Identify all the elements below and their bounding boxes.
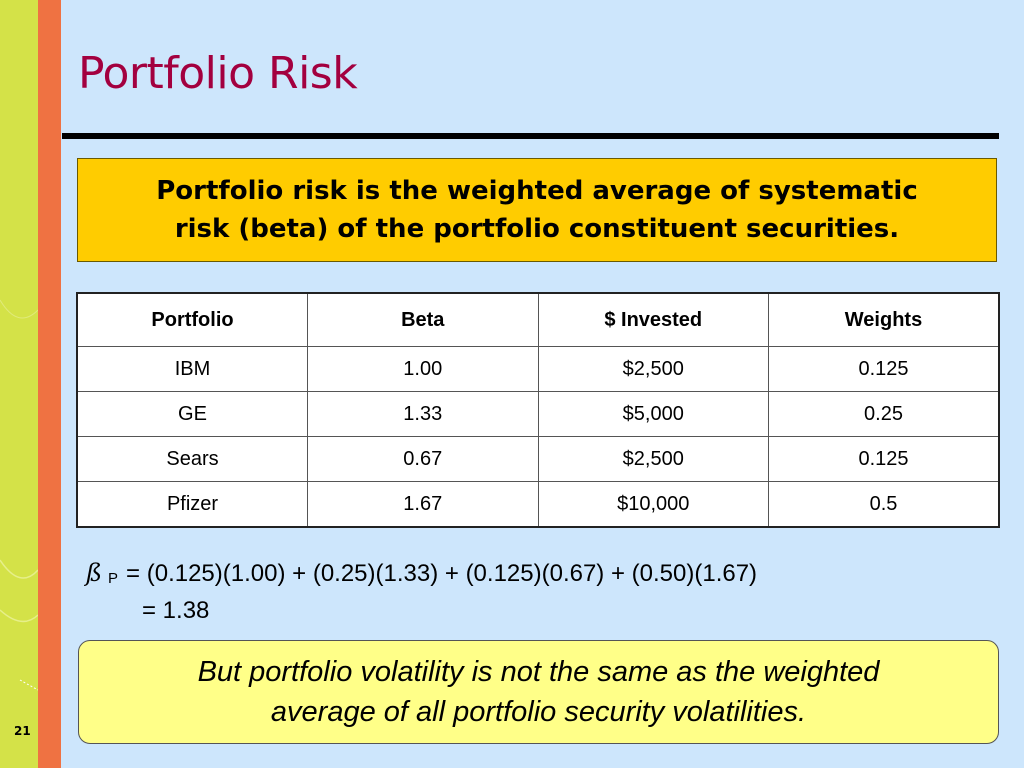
- page-number: 21: [14, 724, 31, 738]
- cell-portfolio: IBM: [76, 346, 308, 392]
- table-row: GE 1.33 $5,000 0.25: [76, 391, 1000, 437]
- decorative-swirl-lines: [0, 299, 38, 691]
- note-line-2: average of all portfolio security volati…: [270, 696, 807, 728]
- cell-portfolio: Sears: [76, 436, 308, 482]
- cell-weight: 0.125: [768, 346, 1000, 392]
- note-line-1: But portfolio volatility is not the same…: [197, 656, 880, 688]
- cell-portfolio: Pfizer: [76, 481, 308, 528]
- definition-line-2: risk (beta) of the portfolio constituent…: [174, 214, 900, 244]
- cell-weight: 0.5: [768, 481, 1000, 528]
- equation-line-1: ß P = (0.125)(1.00) + (0.25)(1.33) + (0.12…: [86, 556, 1016, 594]
- cell-invested: $2,500: [537, 346, 769, 392]
- table-header-row: Portfolio Beta $ Invested Weights: [76, 292, 1000, 347]
- table-row: Sears 0.67 $2,500 0.125: [76, 436, 1000, 482]
- decorative-orange-band: [38, 0, 61, 768]
- cell-beta: 1.67: [307, 481, 539, 528]
- decorative-green-band: [0, 0, 38, 768]
- cell-portfolio: GE: [76, 391, 308, 437]
- cell-beta: 0.67: [307, 436, 539, 482]
- cell-beta: 1.33: [307, 391, 539, 437]
- definition-line-1: Portfolio risk is the weighted average o…: [156, 176, 918, 206]
- cell-weight: 0.125: [768, 436, 1000, 482]
- portfolio-table: Portfolio Beta $ Invested Weights IBM 1.…: [76, 292, 1000, 528]
- beta-symbol: ß: [86, 559, 103, 587]
- volatility-note-box: But portfolio volatility is not the same…: [78, 640, 999, 744]
- header-weights: Weights: [768, 292, 1000, 347]
- title-underline: [62, 133, 999, 139]
- cell-weight: 0.25: [768, 391, 1000, 437]
- cell-beta: 1.00: [307, 346, 539, 392]
- cell-invested: $10,000: [537, 481, 769, 528]
- equation-result: = 1.38: [142, 597, 210, 624]
- cell-invested: $2,500: [537, 436, 769, 482]
- cell-invested: $5,000: [537, 391, 769, 437]
- header-portfolio: Portfolio: [76, 292, 308, 347]
- table-row: Pfizer 1.67 $10,000 0.5: [76, 481, 1000, 528]
- beta-subscript: P: [108, 570, 119, 587]
- header-invested: $ Invested: [537, 292, 769, 347]
- equation-expression: = (0.125)(1.00) + (0.25)(1.33) + (0.125)…: [126, 560, 758, 587]
- header-beta: Beta: [307, 292, 539, 347]
- definition-box: Portfolio risk is the weighted average o…: [77, 158, 997, 262]
- table-row: IBM 1.00 $2,500 0.125: [76, 346, 1000, 392]
- beta-equation: ß P = (0.125)(1.00) + (0.25)(1.33) + (0.12…: [86, 556, 1016, 628]
- slide-title: Portfolio Risk: [78, 48, 358, 99]
